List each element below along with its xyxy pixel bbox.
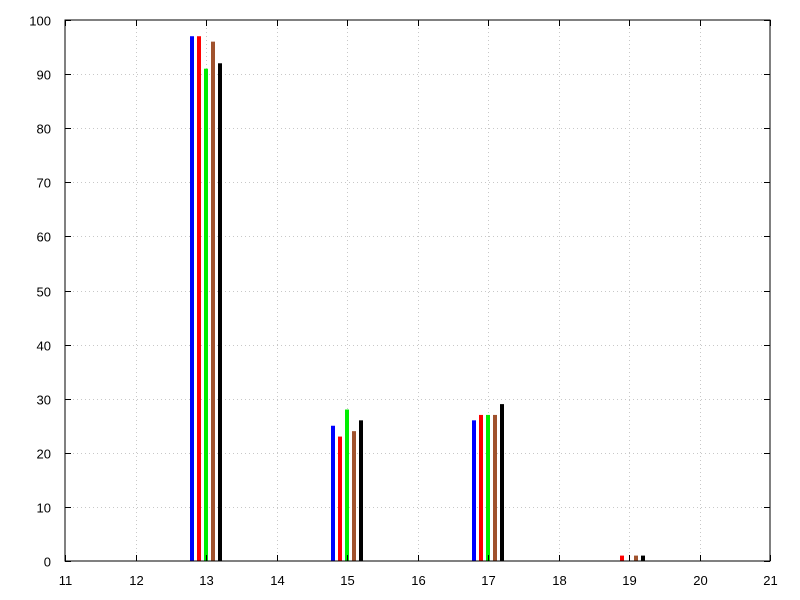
- y-tick-label: 0: [44, 555, 51, 570]
- y-tick-label: 60: [37, 230, 51, 245]
- bar: [218, 63, 222, 561]
- y-tick-label: 40: [37, 339, 51, 354]
- y-tick-label: 50: [37, 285, 51, 300]
- ticks: [65, 20, 771, 562]
- y-tick-label: 70: [37, 176, 51, 191]
- y-tick-label: 10: [37, 501, 51, 516]
- bar: [620, 555, 624, 561]
- bar: [359, 420, 363, 561]
- bar: [204, 68, 208, 561]
- bar: [211, 41, 215, 561]
- bar: [197, 36, 201, 562]
- x-tick-label: 16: [411, 573, 425, 588]
- y-tick-labels: 0 10 20 30 40 50 60 70 80 90 100: [29, 14, 51, 570]
- x-tick-label: 18: [552, 573, 566, 588]
- bar: [338, 436, 342, 561]
- bar: [331, 425, 335, 561]
- bar: [190, 36, 194, 562]
- bar: [352, 431, 356, 561]
- bar: [634, 555, 638, 561]
- x-tick-label: 14: [270, 573, 284, 588]
- bar: [493, 414, 497, 561]
- x-tick-label: 15: [340, 573, 354, 588]
- x-tick-label: 12: [129, 573, 143, 588]
- bar: [500, 404, 504, 561]
- x-tick-label: 13: [199, 573, 213, 588]
- plot-frame: [64, 19, 771, 562]
- x-tick-labels: 11 12 13 14 15 16 17 18 19 20 21: [59, 573, 778, 588]
- y-tick-label: 80: [37, 122, 51, 137]
- bars: [190, 36, 645, 562]
- y-tick-label: 20: [37, 447, 51, 462]
- bar: [479, 414, 483, 561]
- grid: [65, 20, 770, 561]
- bar: [472, 420, 476, 561]
- y-tick-label: 100: [29, 14, 51, 29]
- x-tick-label: 11: [59, 573, 73, 588]
- y-tick-label: 30: [37, 393, 51, 408]
- x-tick-label: 20: [693, 573, 707, 588]
- y-tick-label: 90: [37, 68, 51, 83]
- x-tick-label: 17: [481, 573, 495, 588]
- x-tick-label: 21: [763, 573, 777, 588]
- bar: [641, 555, 645, 561]
- bar: [345, 409, 349, 561]
- bar: [486, 414, 490, 561]
- x-tick-label: 19: [622, 573, 636, 588]
